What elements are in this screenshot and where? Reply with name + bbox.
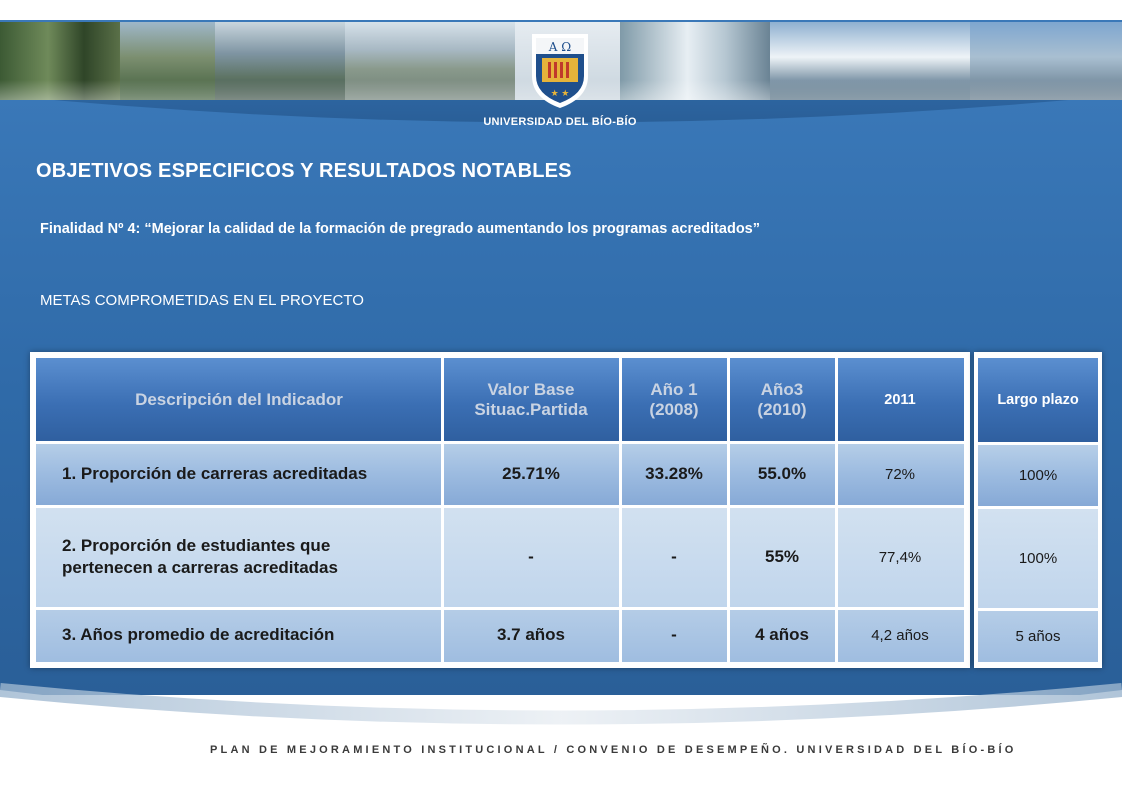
goal-subtitle: Finalidad Nº 4: “Mejorar la calidad de l… [40,221,760,237]
row2-2011: 77,4% [836,506,964,608]
col-header-year3: Año3 (2010) [728,358,836,442]
row3-base: 3.7 años [442,608,620,662]
long-term-column: Largo plazo 100% 100% 5 años [974,352,1102,668]
banner-photo-forest [0,22,120,100]
crest-letters: A Ω [548,40,571,54]
page-title: OBJETIVOS ESPECIFICOS Y RESULTADOS NOTAB… [36,160,572,182]
svg-text:★ ★: ★ ★ [551,88,570,98]
row-divider [36,607,964,610]
row2-description: 2. Proporción de estudiantes que pertene… [36,506,442,608]
footer-text: PLAN DE MEJORAMIENTO INSTITUCIONAL / CON… [210,744,1017,756]
row2-long-term: 100% [978,509,1098,608]
row-divider [36,505,964,508]
col-header-long-term: Largo plazo [978,358,1098,442]
col-header-base: Valor Base Situac.Partida [442,358,620,442]
banner-photo-landscape [215,22,345,100]
banner-photo-volcano [770,22,970,100]
university-name: UNIVERSIDAD DEL BÍO-BÍO [483,116,637,128]
indicators-table: Descripción del Indicador Valor Base Sit… [30,352,970,668]
row1-long-term: 100% [978,445,1098,506]
banner-photo-mountains [970,22,1122,100]
row1-description: 1. Proporción de carreras acreditadas [36,442,442,506]
photo-banner [0,22,1122,100]
col-header-year1: Año 1 (2008) [620,358,728,442]
university-crest-logo: A Ω ★ ★ [532,34,588,108]
row3-description: 3. Años promedio de acreditación [36,608,442,662]
banner-photo-waterfall [620,22,770,100]
row1-2011: 72% [836,442,964,506]
column-divider [441,358,444,662]
row1-base: 25.71% [442,442,620,506]
banner-photo-river [120,22,215,100]
row3-year3: 4 años [728,608,836,662]
column-divider [835,358,838,662]
column-divider [727,358,730,662]
table-grid: Descripción del Indicador Valor Base Sit… [36,358,964,662]
row-divider [36,441,964,444]
row3-long-term: 5 años [978,611,1098,662]
col-header-description: Descripción del Indicador [36,358,442,442]
col-header-2011: 2011 [836,358,964,442]
row1-year1: 33.28% [620,442,728,506]
column-divider [619,358,622,662]
banner-photo-city-harbor [345,22,515,100]
row3-year1: - [620,608,728,662]
row1-year3: 55.0% [728,442,836,506]
row3-2011: 4,2 años [836,608,964,662]
row2-year3: 55% [728,506,836,608]
row2-year1: - [620,506,728,608]
row2-base: - [442,506,620,608]
section-label: METAS COMPROMETIDAS EN EL PROYECTO [40,292,364,309]
